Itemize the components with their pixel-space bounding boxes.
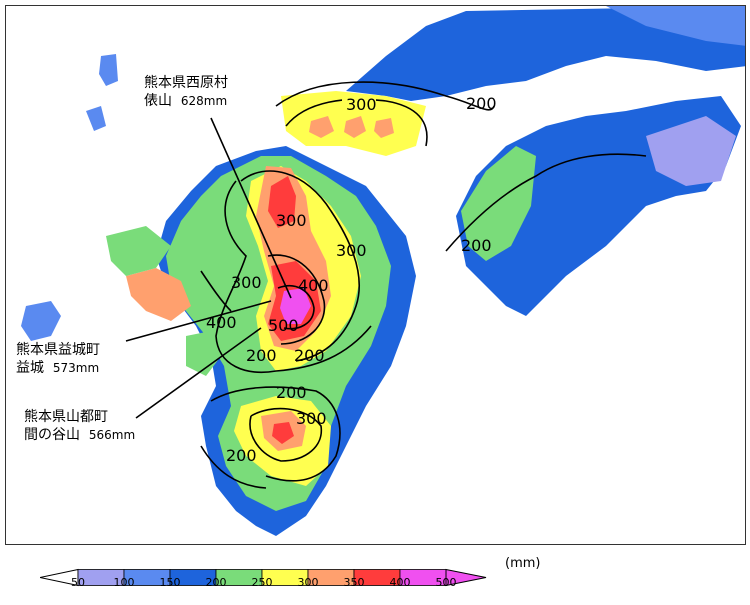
leader-mashiki	[125, 300, 272, 342]
chugoku-light	[606, 6, 745, 46]
leader-manotaniyama	[135, 327, 262, 419]
contour-label: 300	[296, 409, 327, 428]
contour-label: 300	[276, 211, 307, 230]
goto-islands	[21, 301, 61, 341]
contour-label: 200	[226, 446, 257, 465]
contour-500	[277, 284, 315, 330]
shikoku-chugoku-region	[346, 6, 745, 316]
contour-label: 200	[294, 346, 325, 365]
nagasaki-green	[106, 226, 171, 276]
contour-label: 200	[246, 346, 277, 365]
contour-label: 300	[231, 273, 262, 292]
nagasaki-peninsula	[126, 268, 191, 321]
contour-300-north	[285, 98, 428, 147]
callout-station: 益城	[16, 360, 44, 376]
callout-mashiki: 熊本県益城町 益城 573mm	[16, 341, 100, 377]
contour-200-north	[275, 81, 495, 111]
contour-label: 300	[336, 241, 367, 260]
callout-value: 628mm	[180, 94, 228, 108]
contour-labels: 300 200 300 400 500 200 200 300 200 300 …	[206, 94, 497, 465]
contour-label: 200	[276, 383, 307, 402]
legend-tick: 250	[251, 576, 273, 589]
callout-station: 俵山	[144, 93, 172, 109]
callout-tawarayama: 熊本県西原村 俵山 628mm	[144, 74, 228, 110]
contour-400	[267, 254, 326, 345]
contour-200-central	[215, 180, 372, 373]
callout-manotaniyama: 熊本県山都町 間の谷山 566mm	[24, 408, 135, 444]
contour-label: 300	[346, 95, 377, 114]
kyushu-land-magenta	[280, 288, 311, 324]
legend-tick: 200	[205, 576, 227, 589]
south-red	[272, 422, 294, 444]
callout-place: 熊本県西原村	[144, 75, 228, 91]
callout-value: 566mm	[88, 428, 136, 442]
callout-place: 熊本県益城町	[16, 342, 100, 358]
legend-tick: 500	[435, 576, 457, 589]
kyushu-region	[156, 91, 426, 536]
callout-value: 573mm	[52, 361, 100, 375]
shikoku-light	[646, 116, 736, 186]
contour-label: 400	[298, 276, 329, 295]
shikoku-green	[461, 146, 536, 261]
fukuoka-orange	[309, 116, 394, 138]
amakusa	[186, 331, 221, 376]
legend-tick: 400	[389, 576, 411, 589]
callout-place: 熊本県山都町	[24, 409, 108, 425]
contour-label: 500	[268, 316, 299, 335]
precipitation-map: 300 200 300 400 500 200 200 300 200 300 …	[5, 5, 746, 545]
legend-arrow-right	[445, 568, 487, 587]
contour-300-central	[240, 170, 360, 362]
callout-station: 間の谷山	[24, 427, 80, 443]
chugoku-land	[346, 6, 745, 101]
callout-leaders	[125, 117, 292, 419]
legend-tick: 100	[113, 576, 135, 589]
contour-200-east	[445, 153, 647, 252]
contour-label: 200	[461, 236, 492, 255]
legend-tick: 300	[297, 576, 319, 589]
contour-label: 400	[206, 313, 237, 332]
contour-lines	[200, 81, 647, 489]
kyushu-north-red	[268, 176, 296, 228]
iki-tsushima	[86, 54, 118, 131]
legend-tick: 50	[71, 576, 85, 589]
contour-200-south	[210, 386, 341, 482]
contour-kumamoto-west	[200, 270, 232, 312]
legend-tick: 150	[159, 576, 181, 589]
legend-tick: 350	[343, 576, 365, 589]
map-canvas: 300 200 300 400 500 200 200 300 200 300 …	[21, 6, 745, 536]
contour-label: 200	[466, 94, 497, 113]
contour-200-sw	[200, 445, 267, 489]
contour-300-south	[249, 407, 323, 462]
legend-unit: (mm)	[505, 556, 541, 571]
legend-colorbar	[40, 568, 487, 587]
leader-tawarayama	[210, 117, 292, 299]
western-islands	[21, 54, 221, 376]
